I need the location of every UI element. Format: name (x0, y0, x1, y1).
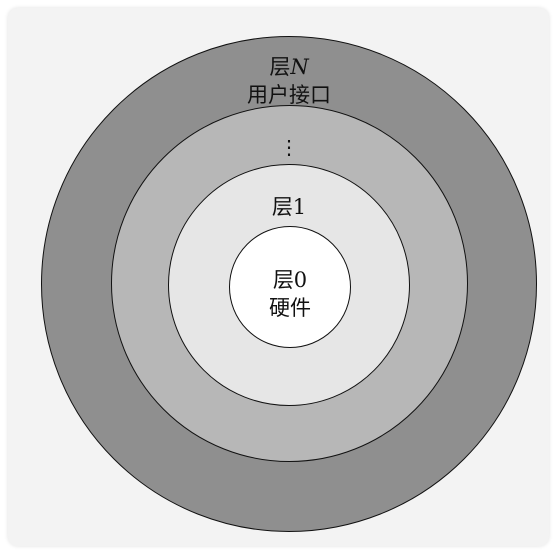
layer-n-title-var: N (290, 55, 309, 79)
layer-0-subtitle: 硬件 (269, 296, 311, 320)
layer-0-title: 层0 (272, 268, 308, 292)
layer-1-title: 层1 (271, 195, 307, 219)
layer-n-subtitle: 用户接口 (247, 83, 331, 107)
diagram-frame: 层N 用户接口 ⋮ 层1 层0 硬件 (8, 8, 549, 546)
layer-n-title-prefix: 层 (269, 55, 291, 79)
layer-n-title: 层N (239, 54, 339, 80)
intermediate-layers-ellipsis: ⋮ (279, 135, 299, 159)
layer-0-core (229, 226, 351, 348)
